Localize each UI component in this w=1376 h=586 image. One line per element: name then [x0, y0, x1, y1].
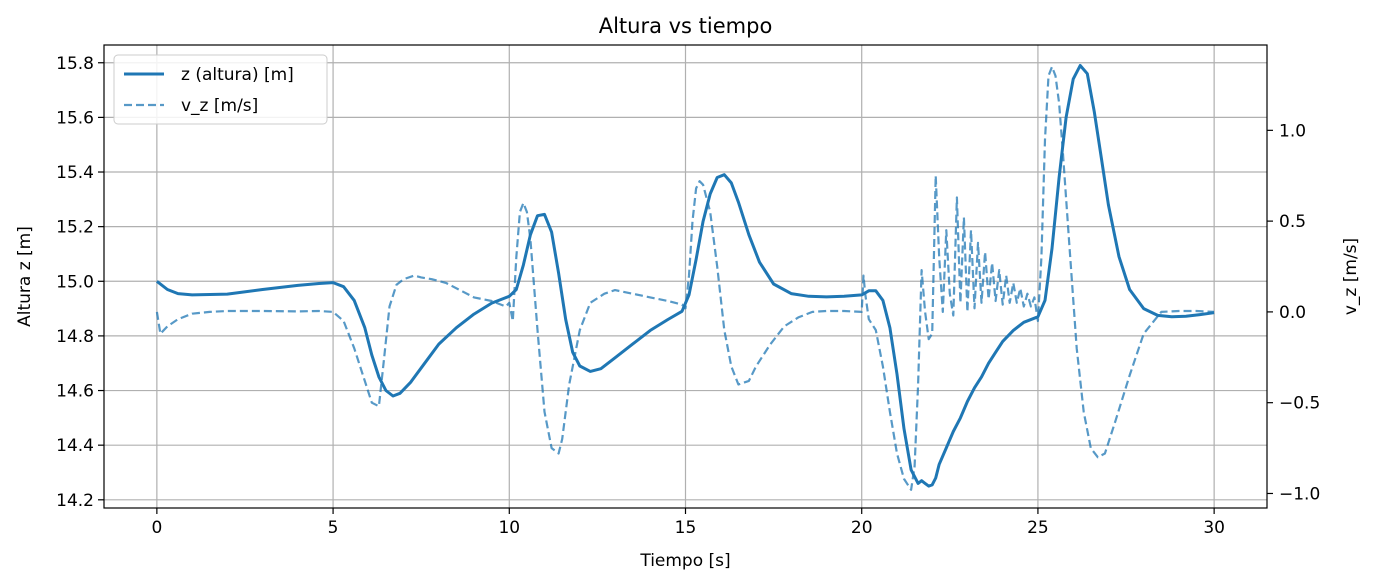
legend-label-vz: v_z [m/s] [181, 96, 258, 116]
x-tick-label: 0 [151, 518, 162, 538]
y-axis-right-ticks: −1.0 −0.5 0.0 0.5 1.0 [1267, 121, 1320, 504]
x-axis-label: Tiempo [s] [639, 551, 730, 571]
legend-label-z: z (altura) [m] [181, 65, 294, 85]
y-right-tick-label: −0.5 [1279, 394, 1320, 414]
y-axis-left-ticks: 14.2 14.4 14.6 14.8 15.0 15.2 15.4 15.6 15.8 [56, 54, 104, 511]
x-tick-label: 25 [1027, 518, 1049, 538]
x-tick-label: 10 [498, 518, 520, 538]
y-right-tick-label: −1.0 [1279, 484, 1320, 504]
chart-title: Altura vs tiempo [599, 14, 773, 38]
legend-box [113, 54, 328, 125]
y-left-tick-label: 15.8 [56, 54, 94, 74]
y-right-tick-label: 0.5 [1279, 212, 1306, 232]
y-left-tick-label: 14.6 [56, 382, 94, 402]
series-line-vz [155, 65, 1215, 491]
y-left-tick-label: 14.8 [56, 327, 94, 347]
y-axis-right-label: v_z [m/s] [1341, 238, 1361, 315]
y-right-tick-label: 1.0 [1279, 121, 1306, 141]
x-axis-ticks: 0 5 10 15 20 25 30 [151, 508, 1225, 538]
y-axis-left-label: Altura z [m] [15, 226, 35, 327]
series-layer [155, 64, 1215, 491]
x-tick-label: 30 [1203, 518, 1225, 538]
y-left-tick-label: 15.2 [56, 218, 94, 238]
x-tick-label: 5 [328, 518, 339, 538]
legend: z (altura) [m] v_z [m/s] [113, 54, 328, 125]
x-tick-label: 20 [851, 518, 873, 538]
y-right-tick-label: 0.0 [1279, 303, 1306, 323]
grid [104, 45, 1267, 508]
y-left-tick-label: 15.0 [56, 272, 94, 292]
y-left-tick-label: 14.2 [56, 491, 94, 511]
y-left-tick-label: 15.6 [56, 108, 94, 128]
y-left-tick-label: 14.4 [56, 436, 94, 456]
series-line-z [155, 64, 1215, 488]
y-left-tick-label: 15.4 [56, 163, 94, 183]
x-tick-label: 15 [675, 518, 697, 538]
